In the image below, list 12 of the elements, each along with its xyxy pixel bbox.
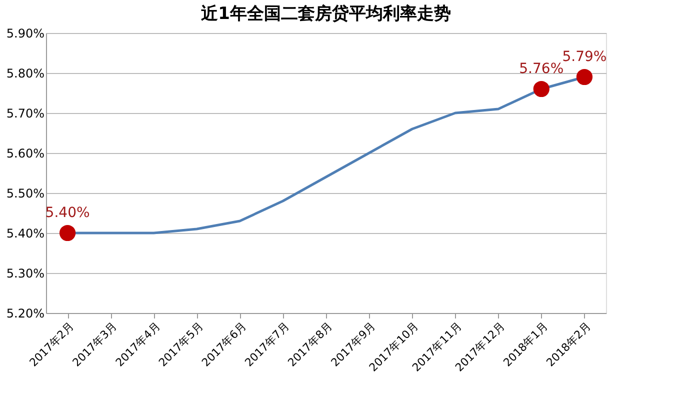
y-tick-label: 5.50% (6, 186, 44, 200)
y-tick-label: 5.20% (6, 306, 44, 320)
y-tick-label: 5.40% (6, 226, 44, 240)
data-label: 5.40% (45, 205, 90, 221)
y-tick-label: 5.80% (6, 66, 44, 80)
y-tick-label: 5.60% (6, 146, 44, 160)
y-tick-label: 5.70% (6, 106, 44, 120)
data-label: 5.79% (562, 49, 607, 65)
chart-title: 近1年全国二套房贷平均利率走势 (200, 4, 451, 24)
y-tick-label: 5.90% (6, 26, 44, 40)
data-label: 5.76% (519, 61, 564, 77)
y-tick-label: 5.30% (6, 266, 44, 280)
